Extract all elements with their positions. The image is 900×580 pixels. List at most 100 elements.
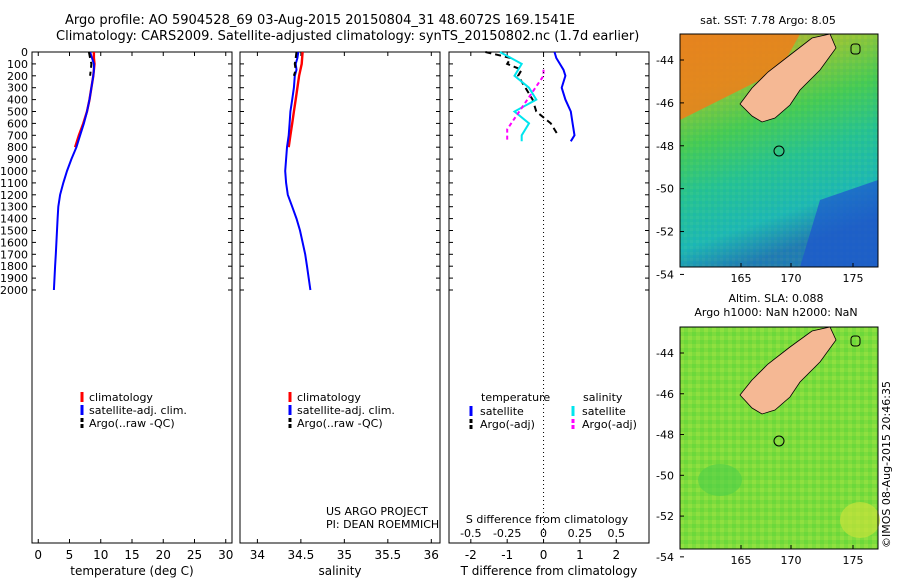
x-tick-label: 20 xyxy=(156,548,171,562)
lat-tick-label: -44 xyxy=(656,347,674,360)
y-tick-label: 1800 xyxy=(0,260,28,273)
plot-title-line2: Climatology: CARS2009. Satellite-adjuste… xyxy=(56,29,640,44)
sla-high-patch xyxy=(840,502,880,538)
sst-new-zealand-land xyxy=(739,33,837,123)
s-tick-label: 0.25 xyxy=(568,527,593,540)
legend-label: Argo(-adj) xyxy=(480,418,535,431)
x-tick-label: 10 xyxy=(93,548,108,562)
lat-tick-label: -50 xyxy=(656,183,674,196)
y-tick-label: 800 xyxy=(7,141,28,154)
y-tick-label: 1600 xyxy=(0,236,28,249)
series-line-satellite-adj-clim- xyxy=(52,51,95,291)
sla-argo-location-marker xyxy=(773,435,785,447)
sla-map-title-line1: Altim. SLA: 0.088 xyxy=(728,292,823,305)
y-tick-label: 1400 xyxy=(0,213,28,226)
y-tick-label: 100 xyxy=(7,58,28,71)
y-tick-label: 700 xyxy=(7,129,28,142)
profile-panel-3: -2 -1 0 1 2 T difference from climatology -0.5… xyxy=(448,51,650,578)
sst-map-title: sat. SST: 7.78 Argo: 8.05 xyxy=(700,14,836,27)
lat-tick-label: -48 xyxy=(656,429,674,442)
s-tick-label: -0.25 xyxy=(493,527,521,540)
lon-tick-label: 170 xyxy=(781,554,802,567)
x-tick-label: 35.5 xyxy=(374,548,401,562)
x-tick-label: 36 xyxy=(424,548,439,562)
s-tick-label: -0.5 xyxy=(460,527,481,540)
lat-tick-label: -52 xyxy=(656,510,674,523)
lon-tick-label: 175 xyxy=(843,554,864,567)
panel-frame xyxy=(448,51,650,544)
y-tick-label: 2000 xyxy=(0,284,28,297)
lon-tick-label: 165 xyxy=(731,272,752,285)
sla-map-frame xyxy=(679,326,879,550)
s-tick-label: 0.5 xyxy=(608,527,626,540)
series-line-argo-raw-qc- xyxy=(292,51,298,77)
s-tick-label: 0 xyxy=(540,527,547,540)
panel-frame xyxy=(239,51,441,544)
y-tick-label: 400 xyxy=(7,94,28,107)
x-tick-label: 1 xyxy=(576,548,584,562)
legend-label: Argo(-adj) xyxy=(582,418,637,431)
y-tick-label: 300 xyxy=(7,82,28,95)
legend-difference: temperature salinitysatelliteArgo(-adj)sa… xyxy=(469,391,637,431)
legend-label: climatology xyxy=(297,391,361,404)
lon-tick-label: 165 xyxy=(731,554,752,567)
lat-tick-label: -44 xyxy=(656,54,674,67)
x-tick-label: 0 xyxy=(34,548,42,562)
lat-tick-label: -46 xyxy=(656,97,674,110)
sla-new-zealand-land xyxy=(739,326,837,415)
legend-label: climatology xyxy=(89,391,153,404)
sst-argo-location-marker xyxy=(773,145,785,157)
lon-tick-label: 175 xyxy=(843,272,864,285)
sst-map-frame xyxy=(679,33,879,268)
profile-panel-2: 34 34.5 35 35.5 36 salinity xyxy=(239,51,441,578)
sla-low-patch xyxy=(698,464,742,496)
x-axis-label: temperature (deg C) xyxy=(70,564,193,578)
legend-heading-temperature: temperature xyxy=(481,391,550,404)
y-tick-label: 200 xyxy=(7,70,28,83)
s-axis-label: S difference from climatology xyxy=(466,513,629,526)
legend-label: Argo(..raw -QC) xyxy=(89,417,175,430)
y-tick-label: 1000 xyxy=(0,165,28,178)
series-line-argo-raw-qc- xyxy=(87,51,93,76)
y-tick-label: 600 xyxy=(7,117,28,130)
x-tick-label: 30 xyxy=(218,548,233,562)
y-tick-label: 1300 xyxy=(0,201,28,214)
x-tick-label: 34.5 xyxy=(288,548,315,562)
lon-tick-label: 170 xyxy=(781,272,802,285)
legend-heading-salinity: salinity xyxy=(583,391,623,404)
sla-map-axes: -44 -46 -48 -50 -52 -54 165 170 175 xyxy=(656,347,863,567)
x-tick-label: 0 xyxy=(540,548,548,562)
x-tick-label: 34 xyxy=(250,548,265,562)
x-tick-label: 35 xyxy=(337,548,352,562)
x-tick-label: 15 xyxy=(124,548,139,562)
y-tick-label: 1100 xyxy=(0,177,28,190)
x-tick-label: -1 xyxy=(501,548,513,562)
series-line-climatology xyxy=(287,51,304,148)
y-tick-label: 1700 xyxy=(0,248,28,261)
x-axis-label: salinity xyxy=(318,564,361,578)
sst-map xyxy=(679,33,879,268)
x-tick-label: 25 xyxy=(187,548,202,562)
x-tick-label: 2 xyxy=(612,548,620,562)
sst-argo-marker-box xyxy=(850,43,861,55)
sla-argo-marker-box xyxy=(850,335,861,347)
x-tick-label: -2 xyxy=(465,548,477,562)
sst-warm-patch xyxy=(680,34,800,120)
lat-tick-label: -54 xyxy=(656,551,674,564)
pi-label: PI: DEAN ROEMMICH xyxy=(326,518,439,531)
series-line-salinity-argo-adj- xyxy=(506,69,545,142)
y-tick-label: 1200 xyxy=(0,189,28,202)
sst-map-axes: -44 -46 -48 -50 -52 -54 165 170 175 xyxy=(656,54,863,285)
legend-label: satellite xyxy=(582,405,626,418)
y-tick-label: 0 xyxy=(21,46,28,59)
sla-map-title-line2: Argo h1000: NaN h2000: NaN xyxy=(694,306,857,319)
panel-frame xyxy=(31,51,233,544)
sla-map xyxy=(679,326,880,550)
legend-label: satellite-adj. clim. xyxy=(89,404,187,417)
x-tick-label: 5 xyxy=(66,548,74,562)
x-axis-label: T difference from climatology xyxy=(460,564,638,578)
